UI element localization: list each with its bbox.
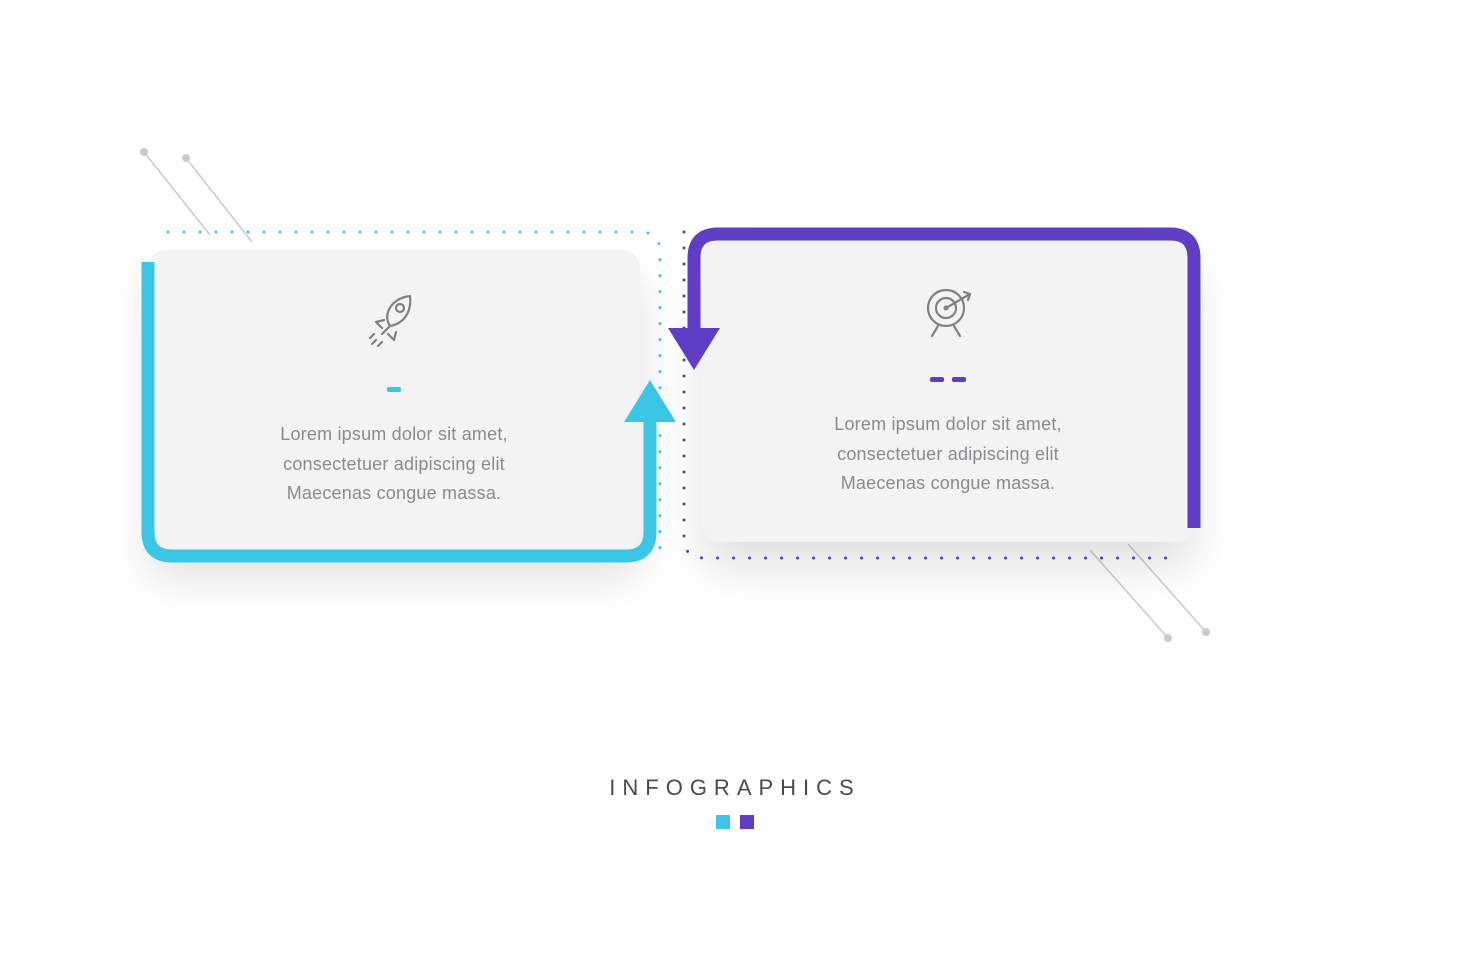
footer-title: INFOGRAPHICS: [609, 775, 860, 801]
footer: INFOGRAPHICS: [0, 775, 1470, 829]
swatch-cyan: [716, 815, 730, 829]
footer-swatches: [716, 815, 754, 829]
infographic-canvas: Lorem ipsum dolor sit amet, consectetuer…: [0, 0, 1470, 980]
right-arrow-path: [0, 0, 1470, 980]
swatch-purple: [740, 815, 754, 829]
